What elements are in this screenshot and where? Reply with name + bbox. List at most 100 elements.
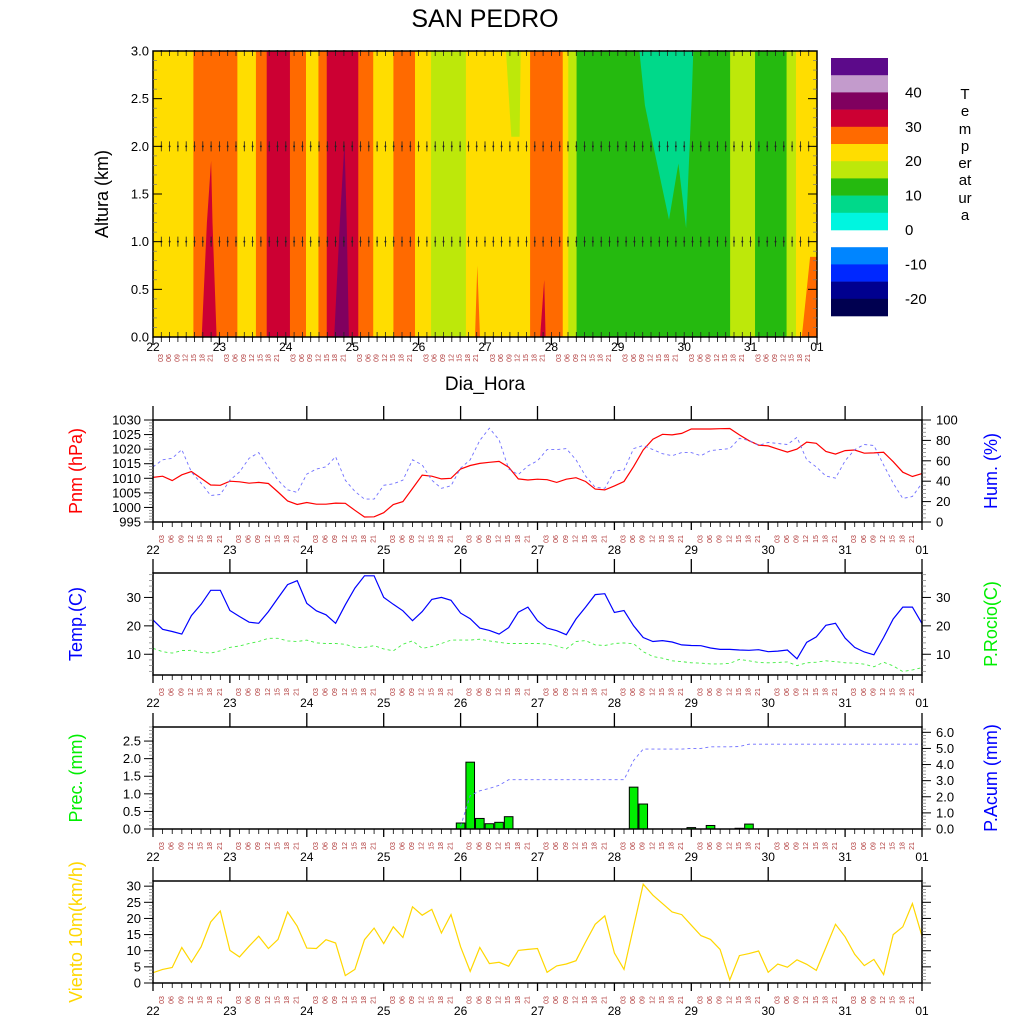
hour-label: 12 [265, 688, 272, 696]
hour-label: 12 [342, 996, 349, 1004]
hour-label: 18 [669, 535, 676, 543]
hour-label: 15 [351, 688, 358, 696]
contour-band [730, 51, 756, 337]
hour-label: 18 [669, 688, 676, 696]
hour-label: 03 [623, 354, 630, 362]
wind-vector-base [791, 145, 794, 148]
wind-vector-base [799, 145, 802, 148]
day-label: 24 [279, 340, 293, 354]
wind-vector-base [591, 240, 594, 243]
hour-label: 21 [755, 842, 762, 850]
hour-label: 06 [861, 688, 868, 696]
hour-label: 06 [323, 842, 330, 850]
hour-label: 12 [265, 842, 272, 850]
hour-label: 15 [656, 354, 663, 362]
day-label: 29 [685, 1004, 699, 1018]
colorbar-swatch [831, 247, 888, 265]
wind-vector-base [641, 240, 644, 243]
hour-label: 06 [476, 535, 483, 543]
y-tick-label: 20 [127, 618, 141, 633]
y-tick-label: 20 [127, 911, 141, 926]
wind-vector-base [442, 240, 445, 243]
hour-label: 09 [409, 535, 416, 543]
hour-label: 09 [639, 354, 646, 362]
hour-label: 06 [784, 842, 791, 850]
hour-label: 06 [246, 535, 253, 543]
hour-label: 06 [246, 996, 253, 1004]
hour-label: 21 [524, 996, 531, 1004]
hour-label: 18 [207, 842, 214, 850]
precip-bar [503, 816, 514, 830]
hour-label: 21 [217, 688, 224, 696]
y-tick-label: 2.0 [123, 751, 141, 766]
hour-label: 15 [191, 354, 198, 362]
wind-vector-base [417, 145, 420, 148]
hour-label: 06 [399, 996, 406, 1004]
wind-vector-base [782, 240, 785, 243]
wind-vector-base [550, 145, 553, 148]
hour-label: 06 [169, 996, 176, 1004]
day-label: 29 [685, 543, 699, 557]
hour-label: 03 [313, 688, 320, 696]
wind-vector-base [699, 240, 702, 243]
hour-label: 03 [159, 535, 166, 543]
series-line [152, 427, 923, 500]
wind-vector-base [251, 240, 254, 243]
wind-vector-base [757, 240, 760, 243]
hour-label: 15 [351, 535, 358, 543]
hour-label: 12 [880, 688, 887, 696]
wind-vector-base [367, 240, 370, 243]
hour-label: 12 [515, 354, 522, 362]
hour-label: 06 [246, 842, 253, 850]
hour-label: 21 [208, 354, 215, 362]
hour-label: 06 [399, 688, 406, 696]
hour-label: 12 [572, 996, 579, 1004]
wind-vector-base [268, 145, 271, 148]
y-tick-label: 3.0 [936, 773, 954, 788]
contour-band [465, 51, 531, 337]
day-label: 31 [838, 696, 852, 710]
hour-label: 03 [851, 842, 858, 850]
hour-label: 09 [640, 535, 647, 543]
hour-label: 18 [531, 354, 538, 362]
wind-vector-base [484, 240, 486, 243]
colorbar-swatch [831, 75, 888, 93]
series-line [460, 743, 922, 827]
contour-band [255, 51, 268, 337]
hour-label: 18 [199, 354, 206, 362]
hour-label: 15 [505, 535, 512, 543]
hour-label: 09 [332, 688, 339, 696]
wind-vector-base [716, 145, 719, 148]
hour-label: 03 [774, 688, 781, 696]
contour-band [289, 51, 307, 337]
hour-label: 21 [832, 996, 839, 1004]
hour-label: 12 [496, 842, 503, 850]
hour-label: 15 [722, 354, 729, 362]
hour-label: 09 [870, 842, 877, 850]
contour-band [786, 51, 797, 337]
hour-label: 15 [736, 688, 743, 696]
plot-frame [152, 572, 923, 676]
day-label: 30 [678, 340, 692, 354]
hour-label: 21 [371, 842, 378, 850]
wind-vector-base [674, 240, 677, 243]
wind-vector-base [334, 240, 337, 243]
hour-label: 06 [784, 688, 791, 696]
hour-label: 09 [486, 535, 493, 543]
wind-vector-base [243, 240, 246, 243]
wind-vector-base [475, 145, 478, 148]
wind-vector-base [658, 240, 661, 243]
wind-vector-base [683, 145, 686, 148]
hour-label: 12 [342, 535, 349, 543]
y-axis-label-right: P.Rocio(C) [981, 581, 1001, 667]
day-label: 29 [685, 850, 699, 864]
hour-label: 15 [390, 354, 397, 362]
hour-label: 12 [316, 354, 323, 362]
colorbar-label: 0 [905, 222, 913, 239]
hour-label: 06 [323, 688, 330, 696]
day-label: 23 [213, 340, 227, 354]
day-label: 24 [300, 543, 314, 557]
wind-vector-base [616, 145, 619, 148]
wind-vector-base [699, 145, 702, 148]
hour-label: 21 [447, 688, 454, 696]
